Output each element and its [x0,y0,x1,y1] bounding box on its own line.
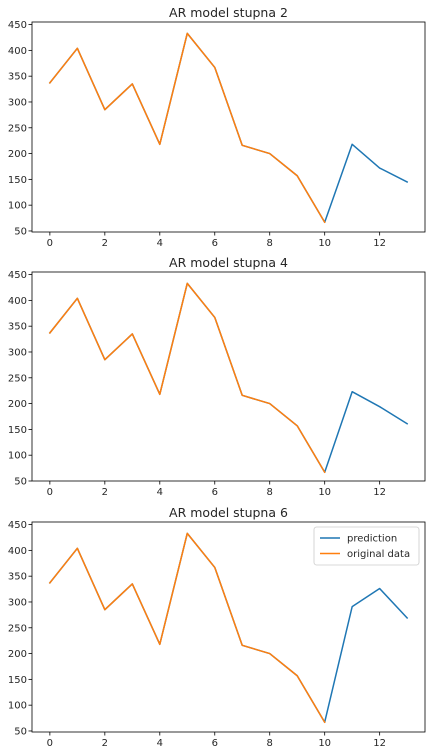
y-tick-label: 350 [8,322,27,333]
legend: prediction original data [313,526,420,566]
y-tick-label: 50 [14,226,27,237]
x-tick-label: 4 [157,487,163,498]
series-line-blue [48,282,409,473]
chart-title: AR model stupna 6 [169,505,288,520]
y-tick-label: 200 [8,649,27,660]
chart-title: AR model stupna 4 [169,255,288,270]
x-tick-label: 10 [318,738,331,749]
axes-frame [31,271,426,482]
series-line-original-data [48,532,326,724]
y-tick-label: 50 [14,477,27,488]
series-line-blue [48,32,409,223]
x-tick-label: 10 [318,238,331,249]
x-tick-label: 6 [212,238,218,249]
y-tick-label: 300 [8,347,27,358]
y-tick-label: 150 [8,425,27,436]
y-tick-label: 400 [8,546,27,557]
x-tick-label: 8 [267,487,273,498]
y-tick-label: 100 [8,701,27,712]
x-tick-label: 6 [212,487,218,498]
x-tick-label: 2 [102,487,108,498]
y-tick-label: 150 [8,175,27,186]
x-tick-label: 12 [373,487,386,498]
x-tick-label: 0 [47,487,53,498]
chart-title: AR model stupna 2 [169,5,288,20]
subplot-1: AR model stupna 2 0 2 4 6 8 10 12 50 100 150 200 250… [8,5,426,249]
y-tick-label: 450 [8,20,27,31]
series-line-orange [48,32,326,224]
legend-label: prediction [347,534,397,545]
y-tick-label: 50 [14,726,27,737]
y-tick-label: 250 [8,123,27,134]
series-line-orange [48,282,326,474]
subplot-2: AR model stupna 4 0 2 4 6 8 10 12 50 100 150 200 250… [8,255,426,498]
y-tick-label: 400 [8,296,27,307]
x-tick-label: 4 [157,738,163,749]
x-tick-label: 12 [373,738,386,749]
x-tick-label: 4 [157,238,163,249]
y-tick-label: 200 [8,399,27,410]
y-tick-label: 350 [8,572,27,583]
subplot-3: AR model stupna 6 0 2 4 6 8 10 12 50 100 150 200 250… [8,505,426,749]
y-tick-label: 450 [8,270,27,281]
x-tick-label: 2 [102,738,108,749]
y-tick-label: 100 [8,451,27,462]
y-tick-label: 250 [8,623,27,634]
y-tick-label: 350 [8,72,27,83]
y-tick-label: 200 [8,149,27,160]
x-tick-label: 8 [267,238,273,249]
legend-label: original data [347,549,410,560]
axes-frame [31,521,426,733]
y-tick-label: 250 [8,373,27,384]
axes-frame [31,21,426,233]
x-tick-label: 6 [212,738,218,749]
y-tick-label: 300 [8,97,27,108]
y-tick-label: 150 [8,675,27,686]
x-tick-label: 0 [47,738,53,749]
x-tick-label: 0 [47,238,53,249]
y-tick-label: 400 [8,46,27,57]
y-tick-label: 300 [8,597,27,608]
x-tick-label: 10 [318,487,331,498]
x-tick-label: 2 [102,238,108,249]
legend-box [313,526,420,566]
y-tick-label: 450 [8,520,27,531]
x-tick-label: 8 [267,738,273,749]
y-tick-label: 100 [8,201,27,212]
x-tick-label: 12 [373,238,386,249]
